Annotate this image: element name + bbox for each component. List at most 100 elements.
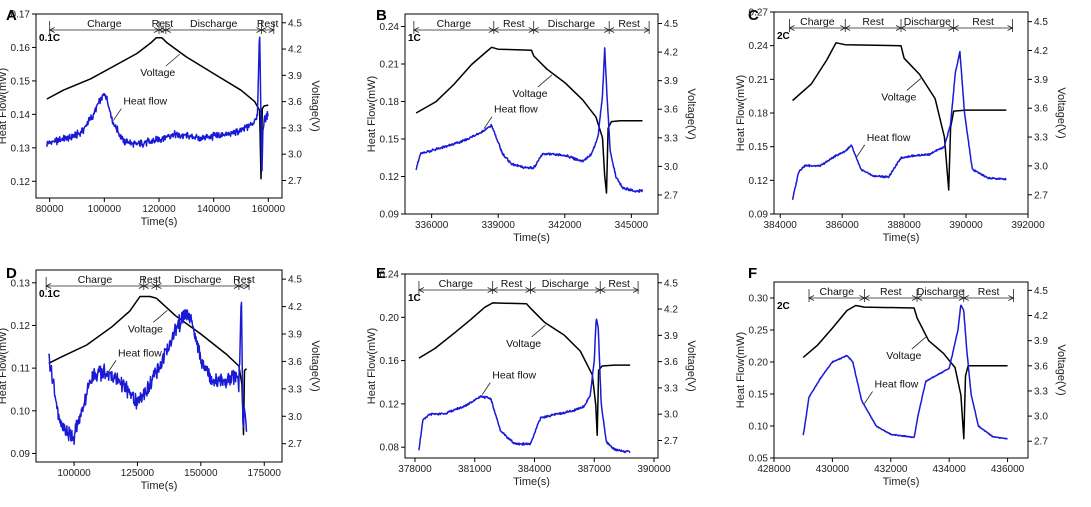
phase-label: Discharge xyxy=(917,286,964,298)
y-left-tick-label: 0.10 xyxy=(11,406,31,417)
phase-label: Discharge xyxy=(190,18,237,30)
y-right-tick-label: 3.6 xyxy=(288,97,302,108)
phase-arrowhead xyxy=(260,27,267,33)
x-tick-label: 345000 xyxy=(615,220,649,231)
y-right-tick-label: 4.2 xyxy=(288,302,302,313)
heat-flow-pointer xyxy=(483,116,493,129)
voltage-pointer xyxy=(531,324,546,338)
phase-arrowhead xyxy=(243,283,250,289)
heat-flow-annotation: Heat flow xyxy=(867,132,911,144)
voltage-pointer xyxy=(153,309,168,323)
y-right-tick-label: 3.0 xyxy=(664,162,678,173)
phase-label: Discharge xyxy=(542,278,589,290)
y-right-axis-title: Voltage(V) xyxy=(685,88,697,139)
y-left-tick-label: 0.12 xyxy=(380,172,400,183)
y-right-tick-label: 3.3 xyxy=(664,133,678,144)
y-left-axis-title: Heat Flow(mW) xyxy=(366,76,378,152)
phase-arrowhead xyxy=(164,27,172,33)
y-left-tick-label: 0.18 xyxy=(749,109,769,120)
phase-arrowhead xyxy=(952,25,959,31)
phase-arrowhead xyxy=(418,287,425,293)
heat-flow-pointer xyxy=(856,144,866,158)
phase-label: Rest xyxy=(618,18,640,30)
voltage-series-line xyxy=(802,304,1008,440)
y-left-tick-label: 0.13 xyxy=(11,278,31,289)
voltage-annotation: Voltage xyxy=(881,91,916,103)
chart-panel-a: A 0.1C 80000 100000 120000 140000 160000 0.12 0.… xyxy=(0,7,321,228)
phase-arrowhead xyxy=(900,25,907,31)
y-right-tick-label: 2.7 xyxy=(288,439,302,450)
x-tick-label: 432000 xyxy=(874,464,908,475)
y-right-tick-label: 4.5 xyxy=(288,275,302,286)
y-right-tick-label: 4.2 xyxy=(1034,311,1048,322)
x-tick-label: 381000 xyxy=(458,464,492,475)
y-right-tick-label: 3.3 xyxy=(288,384,302,395)
y-right-tick-label: 3.6 xyxy=(1034,361,1048,372)
y-left-tick-label: 0.09 xyxy=(11,449,31,460)
phase-arrowhead xyxy=(788,25,795,31)
heat-flow-pointer xyxy=(864,391,873,404)
x-tick-label: 339000 xyxy=(482,220,516,231)
y-right-tick-label: 3.6 xyxy=(1034,104,1048,115)
chart-panel-f: F 2C 428000 430000 432000 434000 436000 0.05 0.1… xyxy=(735,265,1067,488)
phase-arrowhead xyxy=(491,287,498,293)
phase-label: Rest xyxy=(972,16,994,28)
y-right-tick-label: 3.0 xyxy=(1034,161,1048,172)
y-left-tick-label: 0.16 xyxy=(380,356,400,367)
x-tick-label: 386000 xyxy=(825,220,859,231)
voltage-annotation: Voltage xyxy=(886,350,921,362)
x-tick-label: 436000 xyxy=(991,464,1025,475)
heat-flow-annotation: Heat flow xyxy=(875,379,919,391)
phase-label: Rest xyxy=(152,18,174,30)
voltage-pointer xyxy=(911,336,927,350)
y-right-tick-label: 3.9 xyxy=(288,71,302,82)
voltage-series-line xyxy=(48,295,248,436)
y-left-tick-label: 0.12 xyxy=(749,176,769,187)
heat-flow-pointer xyxy=(107,360,117,373)
y-right-tick-label: 4.5 xyxy=(1034,286,1048,297)
phase-arrowhead xyxy=(237,283,245,289)
voltage-series-line xyxy=(792,42,1007,191)
y-right-tick-label: 3.6 xyxy=(288,357,302,368)
plot-frame xyxy=(404,13,659,215)
y-right-tick-label: 3.6 xyxy=(664,105,678,116)
heat-flow-series-line xyxy=(47,301,248,445)
y-left-tick-label: 0.18 xyxy=(380,97,400,108)
x-tick-label: 100000 xyxy=(57,468,91,479)
y-right-tick-label: 3.3 xyxy=(288,123,302,134)
voltage-pointer xyxy=(537,74,553,88)
c-rate-label: 1C xyxy=(408,33,421,44)
phase-arrowhead xyxy=(48,27,55,33)
y-left-tick-label: 0.11 xyxy=(11,364,30,375)
x-tick-label: 387000 xyxy=(578,464,612,475)
y-left-axis-title: Heat Flow(mW) xyxy=(0,328,9,404)
plot-frame xyxy=(404,273,659,459)
y-left-tick-label: 0.15 xyxy=(11,76,31,87)
phase-arrowhead xyxy=(412,27,420,33)
phase-arrowhead xyxy=(155,283,162,289)
y-right-tick-label: 4.2 xyxy=(1034,46,1048,57)
y-left-tick-label: 0.21 xyxy=(749,75,769,86)
y-left-tick-label: 0.15 xyxy=(749,142,769,153)
y-right-tick-label: 3.0 xyxy=(288,150,302,161)
phase-label: Charge xyxy=(437,18,472,30)
x-tick-label: 430000 xyxy=(816,464,850,475)
phase-label: Rest xyxy=(978,286,1000,298)
phase-label: Discharge xyxy=(174,274,221,286)
phase-arrowhead xyxy=(1007,25,1014,31)
y-left-tick-label: 0.27 xyxy=(749,8,769,19)
phase-arrowhead xyxy=(916,295,923,301)
voltage-annotation: Voltage xyxy=(140,67,175,79)
c-rate-label: 0.1C xyxy=(39,33,60,44)
y-left-axis-title: Heat Flow(mW) xyxy=(735,332,747,408)
x-tick-label: 140000 xyxy=(197,204,231,215)
phase-arrowhead xyxy=(532,27,539,33)
phase-arrowhead xyxy=(844,25,851,31)
y-right-axis-title: Voltage(V) xyxy=(1055,344,1067,395)
phase-arrowhead xyxy=(529,287,536,293)
plot-frame xyxy=(773,281,1029,459)
y-right-tick-label: 4.5 xyxy=(664,19,678,30)
y-left-tick-label: 0.15 xyxy=(380,135,400,146)
x-tick-label: 390000 xyxy=(637,464,671,475)
phase-label: Charge xyxy=(820,286,855,298)
